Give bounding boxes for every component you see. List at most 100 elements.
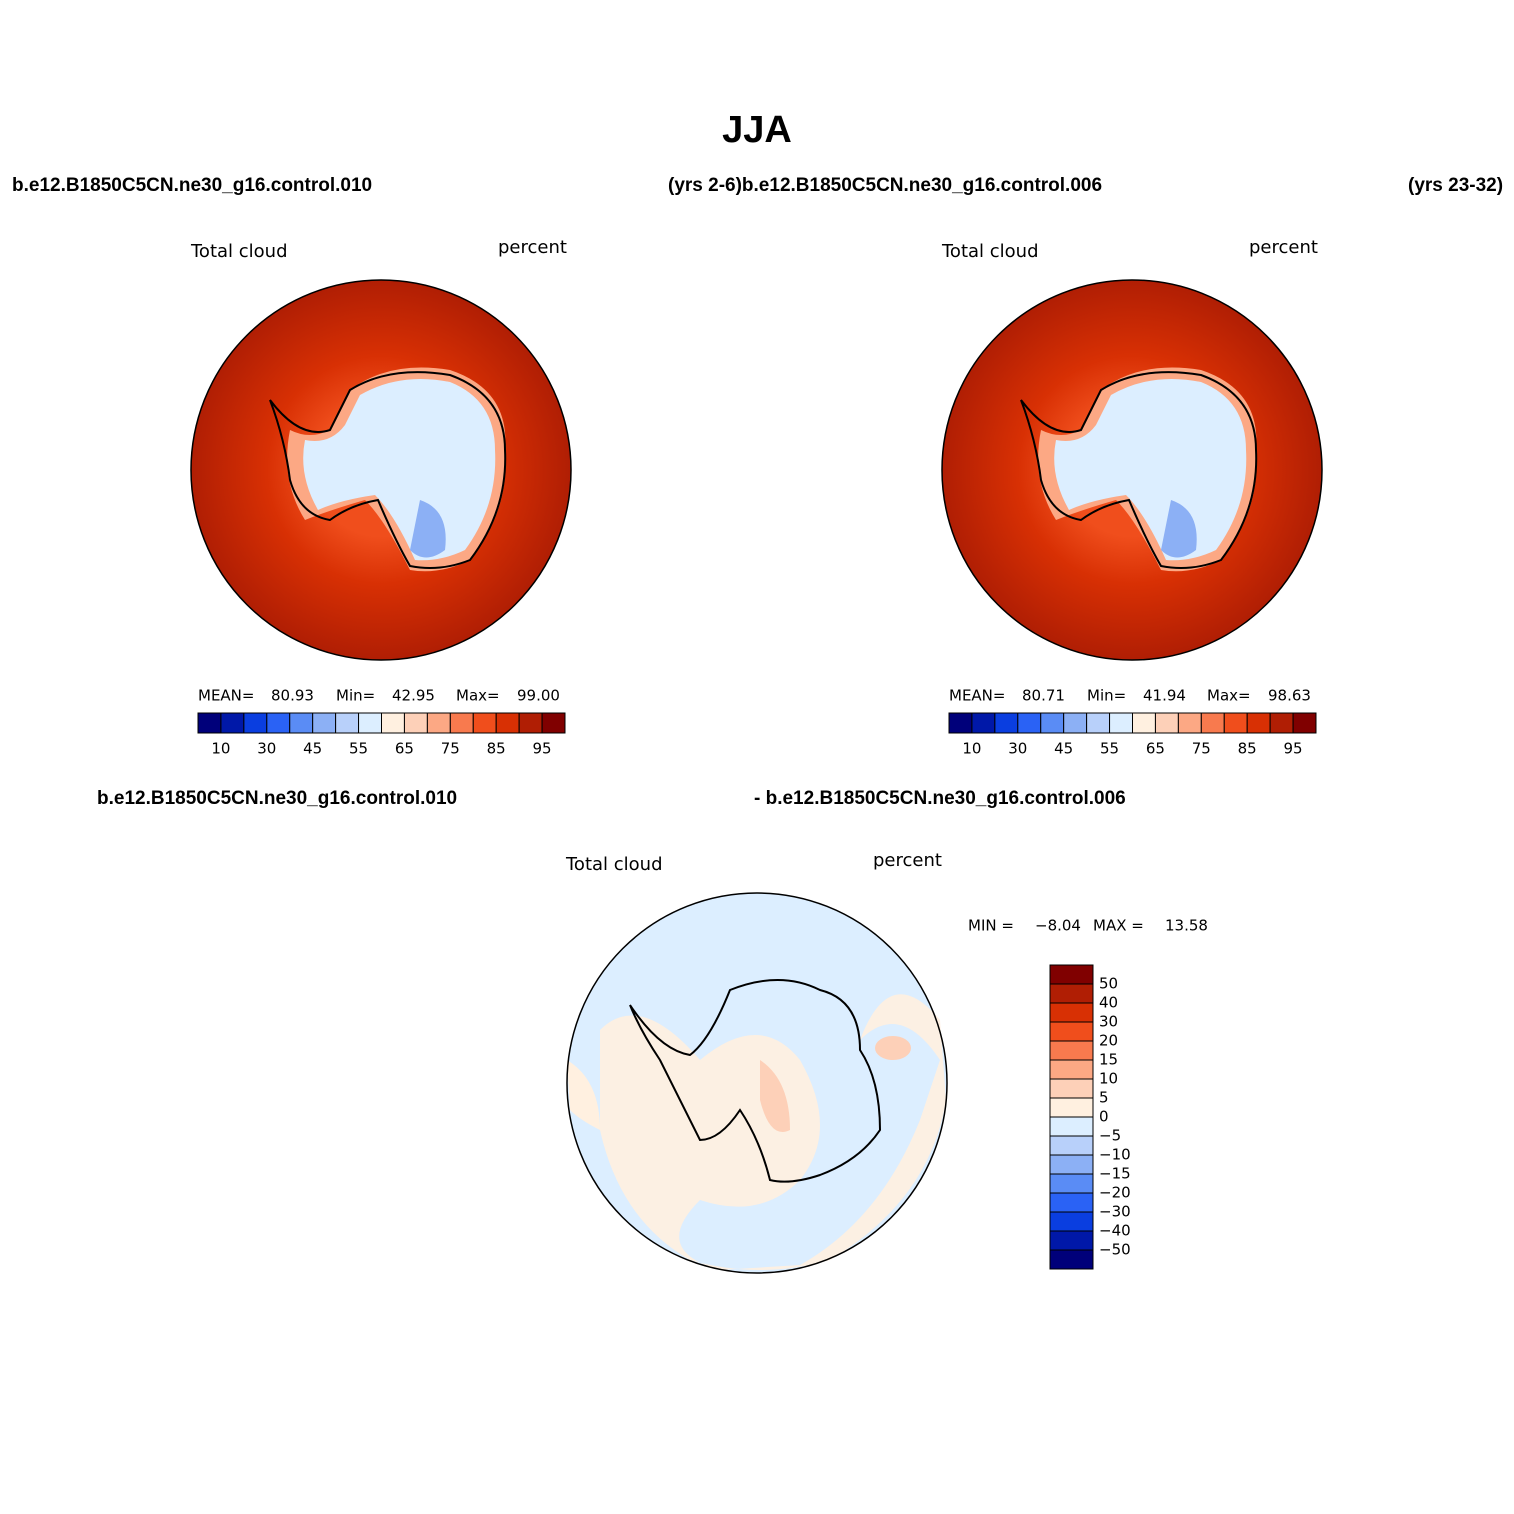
colorbar-box: [335, 712, 360, 734]
colorbar-box: [1049, 1059, 1094, 1080]
diff-units: percent: [873, 850, 942, 871]
colorbar-box: [1049, 1078, 1094, 1099]
colorbar-label: 50: [1099, 975, 1118, 993]
colorbar-label: 45: [1054, 740, 1073, 758]
colorbar-box: [495, 712, 520, 734]
colorbar-label: 65: [395, 740, 414, 758]
header-left: b.e12.B1850C5CN.ne30_g16.control.010: [12, 175, 372, 196]
stat-value: 98.63: [1268, 687, 1311, 705]
colorbar-box: [1132, 712, 1156, 734]
colorbar-label: 10: [211, 740, 230, 758]
colorbar-label: −50: [1099, 1241, 1131, 1259]
stat-label: MEAN=: [949, 687, 1005, 705]
colorbar-label: 75: [441, 740, 460, 758]
colorbar-label: 85: [487, 740, 506, 758]
colorbar-box: [1049, 1021, 1094, 1042]
colorbar-box: [1223, 712, 1248, 734]
colorbar-label: 20: [1099, 1032, 1118, 1050]
colorbar-box: [1049, 1040, 1094, 1061]
stat-value: 99.00: [517, 687, 560, 705]
colorbar-box: [1109, 712, 1133, 734]
colorbar-box: [1049, 1249, 1094, 1270]
colorbar-box: [1049, 1154, 1094, 1175]
colorbar-label: 45: [303, 740, 322, 758]
colorbar-box: [1049, 1173, 1094, 1194]
header-middle: (yrs 2-6)b.e12.B1850C5CN.ne30_g16.contro…: [668, 175, 1102, 196]
colorbar-box: [1049, 1192, 1094, 1213]
colorbar-box: [1049, 1230, 1094, 1251]
colorbar-box: [1017, 712, 1042, 734]
map: [566, 892, 948, 1274]
colorbar-box: [948, 712, 973, 734]
colorbar-box: [1246, 712, 1271, 734]
stat-value: 80.93: [271, 687, 314, 705]
colorbar-label: −20: [1099, 1184, 1131, 1202]
colorbar-box: [1049, 964, 1094, 985]
colorbar-label: 95: [1284, 740, 1303, 758]
colorbar-box: [1086, 712, 1111, 734]
colorbar-label: 30: [1099, 1013, 1118, 1031]
diff-header-right: - b.e12.B1850C5CN.ne30_g16.control.006: [754, 788, 1126, 809]
header-right: (yrs 23-32): [1408, 175, 1503, 196]
colorbar-label: 10: [1099, 1070, 1118, 1088]
colorbar-box: [426, 712, 451, 734]
colorbar-label: −10: [1099, 1146, 1131, 1164]
colorbar-box: [1269, 712, 1294, 734]
colorbar-label: 95: [533, 740, 552, 758]
colorbar-box: [541, 712, 566, 734]
diff-header-left: b.e12.B1850C5CN.ne30_g16.control.010: [97, 788, 457, 809]
stat-label: Max=: [456, 687, 500, 705]
colorbar-box: [1049, 1135, 1094, 1156]
colorbar-label: −15: [1099, 1165, 1131, 1183]
colorbar-box: [1154, 712, 1179, 734]
colorbar-label: 55: [1100, 740, 1119, 758]
units: percent: [498, 237, 567, 258]
colorbar-box: [197, 712, 222, 734]
colorbar-box: [1177, 712, 1202, 734]
colorbar-label: −40: [1099, 1222, 1131, 1240]
map: [941, 279, 1323, 661]
colorbar-box: [1292, 712, 1317, 734]
diff-stat-label: MAX =: [1093, 917, 1144, 935]
colorbar-label: 30: [1008, 740, 1027, 758]
colorbar-label: −5: [1099, 1127, 1121, 1145]
colorbar-box: [358, 712, 382, 734]
colorbar-box: [289, 712, 314, 734]
colorbar-box: [403, 712, 428, 734]
colorbar-box: [381, 712, 405, 734]
colorbar-box: [1200, 712, 1225, 734]
diff-variable: Total cloud: [565, 854, 663, 875]
stat-label: MEAN=: [198, 687, 254, 705]
variable: Total cloud: [941, 241, 1039, 262]
colorbar-box: [971, 712, 996, 734]
colorbar-label: 40: [1099, 994, 1118, 1012]
title: JJA: [722, 109, 792, 151]
colorbar-label: 75: [1192, 740, 1211, 758]
colorbar-box: [220, 712, 245, 734]
colorbar-box: [1049, 1116, 1094, 1137]
diff-stat-value: −8.04: [1035, 917, 1081, 935]
colorbar-label: 85: [1238, 740, 1257, 758]
colorbar-label: 55: [349, 740, 368, 758]
units: percent: [1249, 237, 1318, 258]
colorbar-label: 10: [962, 740, 981, 758]
colorbar-box: [243, 712, 268, 734]
colorbar-box: [994, 712, 1019, 734]
colorbar-box: [449, 712, 474, 734]
colorbar-box: [1063, 712, 1088, 734]
colorbar-label: 0: [1099, 1108, 1109, 1126]
colorbar-box: [1049, 1211, 1094, 1232]
colorbar-box: [1040, 712, 1065, 734]
colorbar-box: [518, 712, 543, 734]
colorbar-box: [1049, 1002, 1094, 1023]
stat-label: Min=: [1087, 687, 1126, 705]
colorbar-box: [1049, 1097, 1094, 1118]
diff-stat-value: 13.58: [1165, 917, 1208, 935]
colorbar-box: [472, 712, 497, 734]
colorbar-label: −30: [1099, 1203, 1131, 1221]
colorbar-label: 65: [1146, 740, 1165, 758]
stat-value: 80.71: [1022, 687, 1065, 705]
colorbar-box: [312, 712, 337, 734]
colorbar-box: [1049, 983, 1094, 1004]
